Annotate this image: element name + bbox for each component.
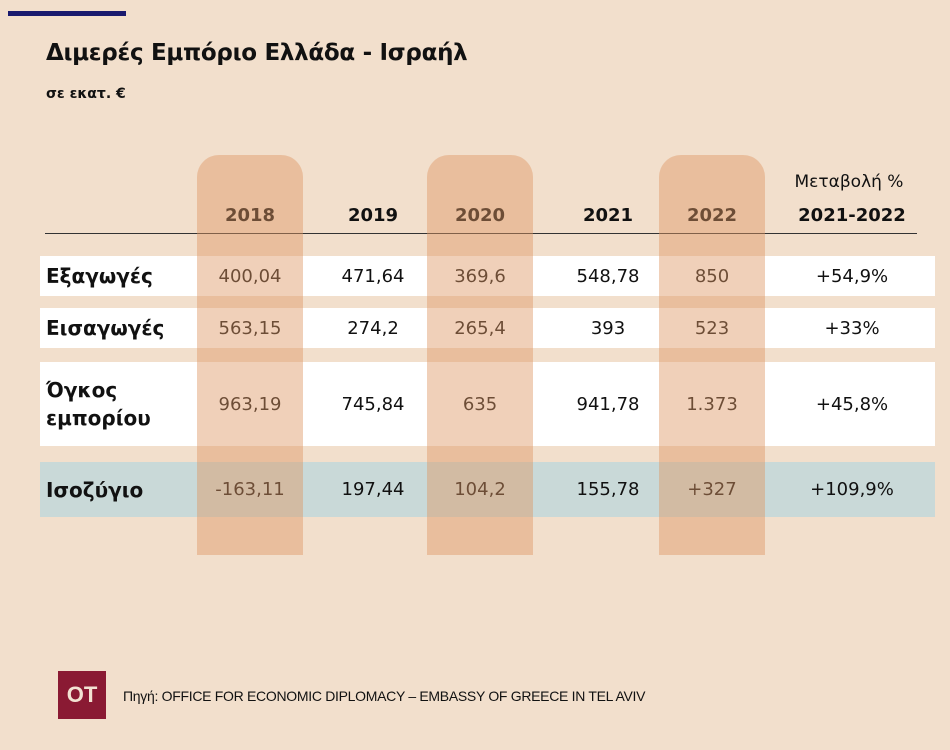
cell-2019: 745,84 [341,393,405,415]
row-label: Εξαγωγές [46,264,153,288]
cell-2022: 1.373 [686,393,738,415]
cell-2022: 523 [694,317,730,339]
cell-2021: 548,78 [576,265,640,287]
table-row-trade-volume: Όγκος εμπορίου 963,19 745,84 635 941,78 1.373… [40,362,935,446]
cell-2018: 400,04 [218,265,282,287]
logo-text: OT [66,682,98,707]
cell-2020: 265,4 [454,317,506,339]
header-2018: 2018 [224,205,276,226]
cell-2021: 941,78 [576,393,640,415]
cell-2022: +327 [687,479,737,500]
header-change-period: 2021-2022 [798,205,906,226]
table-row-imports: Εισαγωγές 563,15 274,2 265,4 393 523 +33% [40,308,935,348]
cell-2021: 155,78 [576,479,640,500]
ot-logo: OT [58,671,106,719]
cell-2019: 197,44 [341,479,405,500]
cell-2018: 563,15 [218,317,282,339]
cell-2020: 635 [462,393,498,415]
row-label: Όγκος εμπορίου [46,378,151,430]
page-title: Διμερές Εμπόριο Ελλάδα - Ισραήλ [46,40,468,66]
header-2020: 2020 [454,205,506,226]
header-2022: 2022 [686,205,738,226]
page-subtitle: σε εκατ. € [46,86,126,102]
header-change-label: Μεταβολή % [794,172,904,192]
cell-change: +33% [824,317,880,339]
row-label: Εισαγωγές [46,316,165,340]
header-2019: 2019 [347,205,399,226]
highlight-column-2020 [427,155,533,555]
cell-2021: 393 [590,317,626,339]
cell-change: +54,9% [815,265,889,287]
row-label: Ισοζύγιο [46,477,144,502]
header-divider [45,233,917,234]
cell-2018: 963,19 [218,393,282,415]
cell-2018: -163,11 [215,479,285,500]
highlight-column-2022 [659,155,765,555]
table-row-balance: Ισοζύγιο -163,11 197,44 104,2 155,78 +327 +109… [40,462,935,517]
cell-change: +45,8% [815,393,889,415]
cell-2019: 471,64 [341,265,405,287]
highlight-column-2018 [197,155,303,555]
table-row-exports: Εξαγωγές 400,04 471,64 369,6 548,78 850 +54,9% [40,256,935,296]
cell-change: +109,9% [810,479,894,500]
cell-2020: 104,2 [454,479,506,500]
header-2021: 2021 [582,205,634,226]
cell-2019: 274,2 [347,317,399,339]
source-note: Πηγή: OFFICE FOR ECONOMIC DIPLOMACY – EM… [123,688,646,704]
cell-2022: 850 [694,265,730,287]
top-accent-bar [8,11,126,16]
cell-2020: 369,6 [454,265,506,287]
